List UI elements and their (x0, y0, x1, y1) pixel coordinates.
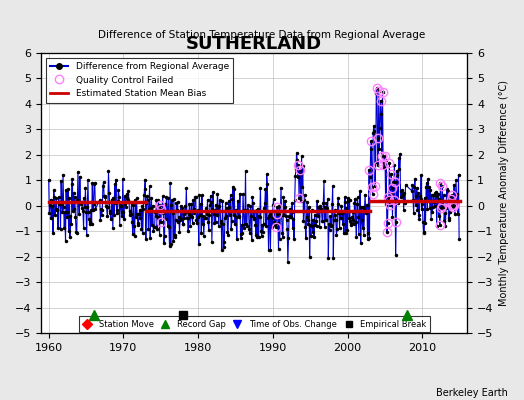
Text: Berkeley Earth: Berkeley Earth (436, 388, 508, 398)
Legend: Station Move, Record Gap, Time of Obs. Change, Empirical Break: Station Move, Record Gap, Time of Obs. C… (79, 316, 430, 332)
Y-axis label: Monthly Temperature Anomaly Difference (°C): Monthly Temperature Anomaly Difference (… (499, 80, 509, 306)
Title: SUTHERLAND: SUTHERLAND (186, 35, 322, 53)
Text: Difference of Station Temperature Data from Regional Average: Difference of Station Temperature Data f… (99, 30, 425, 40)
